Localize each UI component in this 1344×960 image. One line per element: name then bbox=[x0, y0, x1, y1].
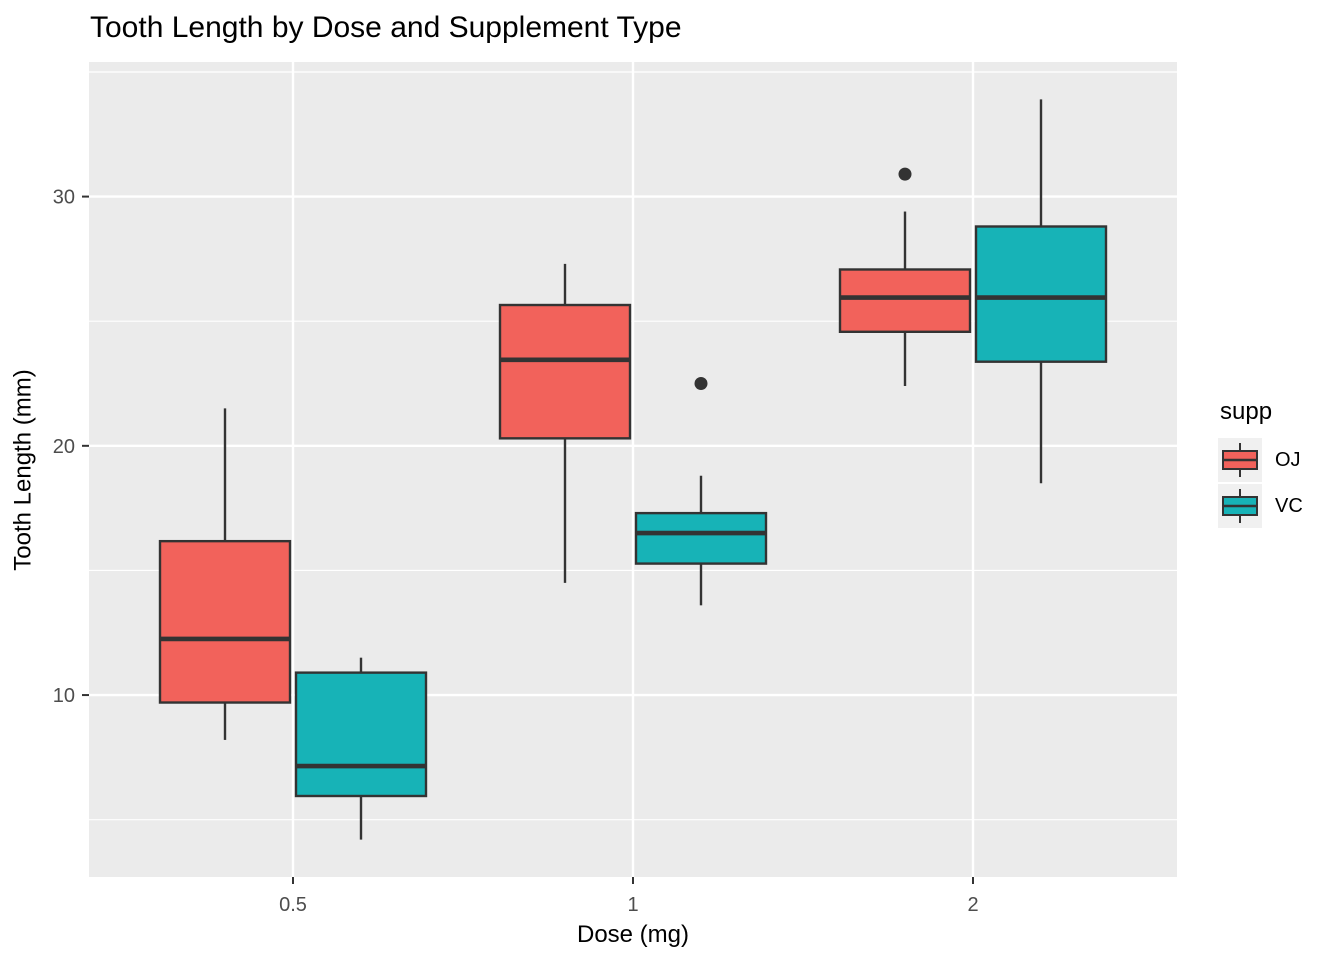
box-OJ-0.5 bbox=[158, 539, 292, 704]
y-tick-label: 20 bbox=[53, 436, 75, 458]
y-axis-title-wrap: Tooth Length (mm) bbox=[4, 62, 44, 877]
legend-entry-oj: OJ bbox=[1218, 438, 1303, 482]
boxplot-glyph-icon bbox=[1222, 489, 1258, 523]
legend: supp OJ VC bbox=[1218, 398, 1303, 530]
legend-key-vc bbox=[1218, 484, 1262, 528]
x-tick-label: 0.5 bbox=[279, 894, 307, 916]
x-tick-label: 2 bbox=[967, 894, 978, 916]
box-OJ-2 bbox=[838, 268, 972, 333]
legend-key-oj bbox=[1218, 438, 1262, 482]
x-tick-label: 1 bbox=[627, 894, 638, 916]
box-VC-0.5 bbox=[294, 671, 428, 798]
outlier-point-VC-1 bbox=[694, 377, 708, 391]
legend-entry-vc: VC bbox=[1218, 484, 1303, 528]
y-axis-title: Tooth Length (mm) bbox=[10, 368, 38, 571]
outlier-point-OJ-2 bbox=[898, 167, 912, 181]
box-OJ-1 bbox=[498, 303, 632, 440]
legend-label-oj: OJ bbox=[1275, 448, 1301, 471]
boxplot-glyph-icon bbox=[1222, 443, 1258, 477]
y-tick-label: 30 bbox=[53, 187, 75, 209]
box-VC-2 bbox=[974, 225, 1108, 363]
chart-title: Tooth Length by Dose and Supplement Type bbox=[90, 11, 682, 44]
box-VC-1 bbox=[634, 511, 768, 565]
y-tick-label: 10 bbox=[53, 685, 75, 707]
legend-label-vc: VC bbox=[1275, 494, 1303, 517]
legend-title: supp bbox=[1220, 398, 1273, 425]
x-axis-title: Dose (mg) bbox=[576, 921, 690, 948]
